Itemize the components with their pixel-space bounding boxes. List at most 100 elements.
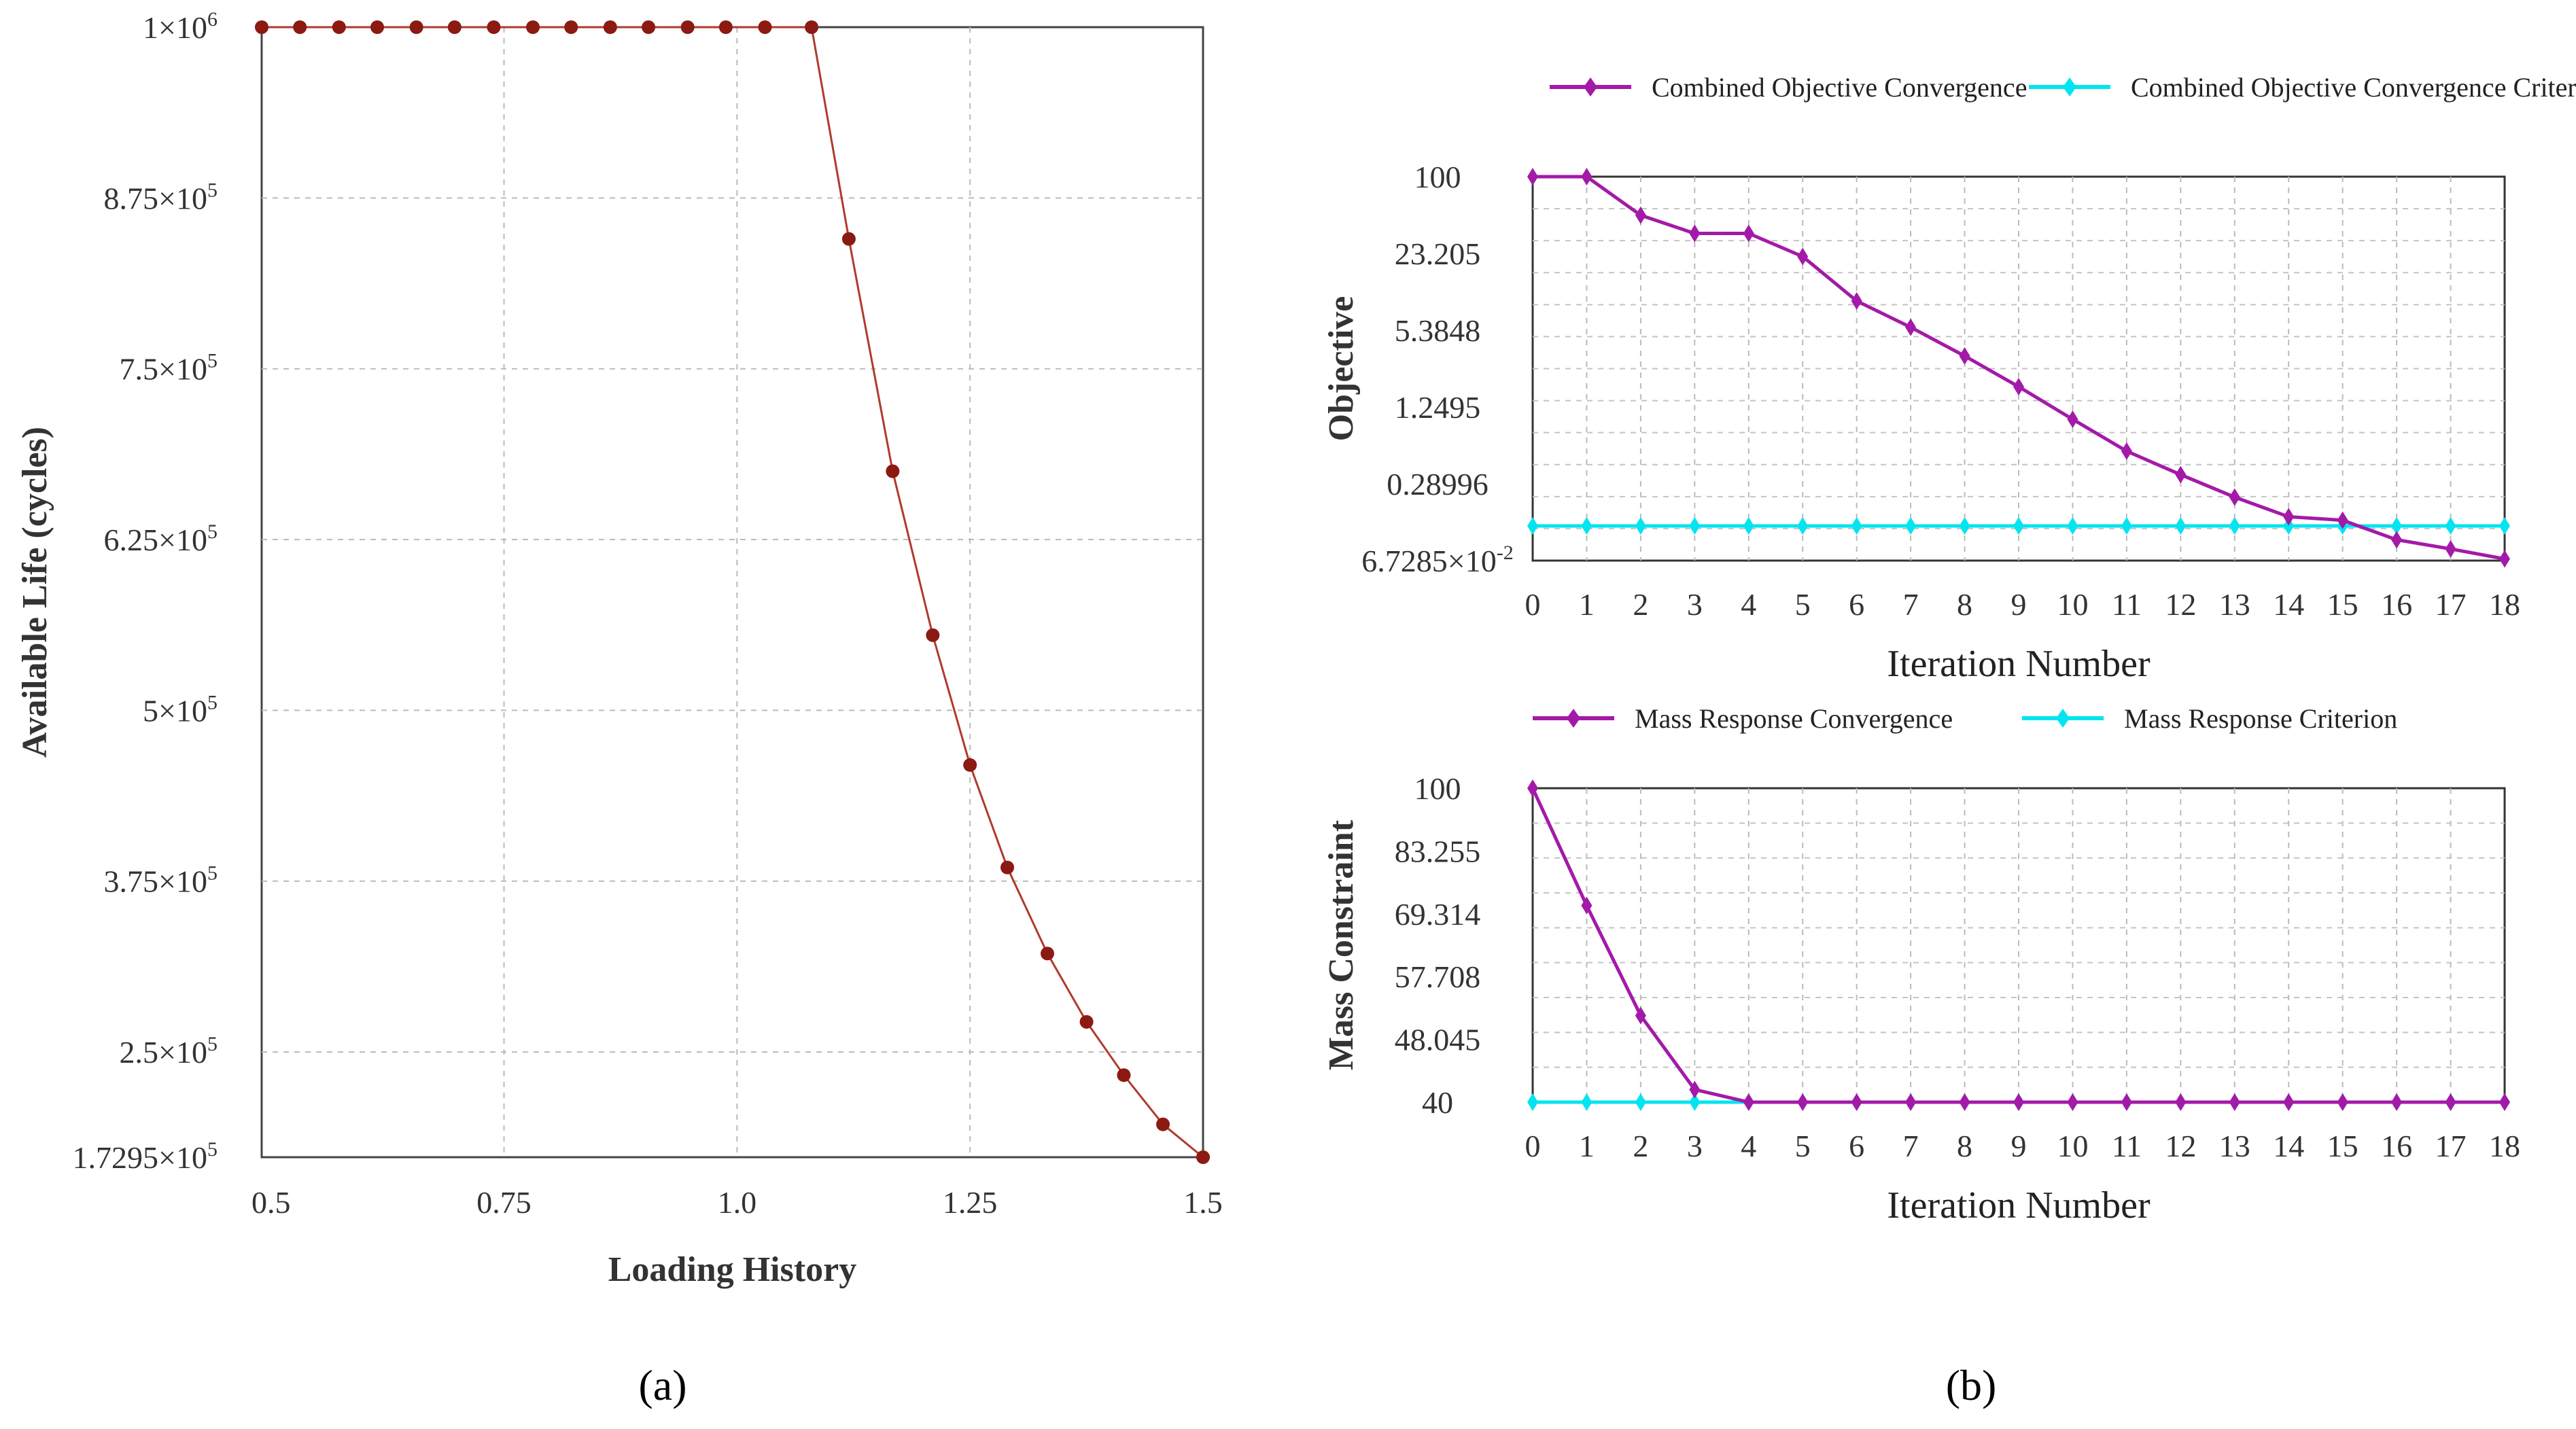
- data-point: [1156, 1117, 1170, 1131]
- data-point: [1797, 247, 1809, 266]
- y-tick-label: 48.045: [1395, 1023, 1481, 1057]
- legend-label: Combined Objective Convergence Criterion: [2131, 72, 2576, 103]
- data-point: [1959, 1093, 1970, 1111]
- data-point: [2391, 531, 2403, 549]
- x-tick-label: 0.5: [251, 1185, 291, 1220]
- x-tick-label: 11: [2112, 587, 2142, 622]
- x-tick-label: 11: [2112, 1129, 2142, 1163]
- x-tick-label: 6: [1849, 1129, 1864, 1163]
- data-point: [603, 20, 617, 34]
- x-tick-label: 14: [2273, 1129, 2304, 1163]
- x-tick-label: 1: [1579, 1129, 1595, 1163]
- data-point: [2499, 517, 2510, 535]
- data-point: [1689, 1080, 1701, 1099]
- y-tick-label: 69.314: [1395, 897, 1481, 932]
- y-tick-label: 2.5×105: [120, 1033, 217, 1070]
- data-point: [255, 20, 268, 34]
- x-axis-title: Loading History: [608, 1250, 857, 1289]
- data-point: [805, 20, 819, 34]
- x-tick-label: 13: [2219, 1129, 2250, 1163]
- legend-marker: [1567, 709, 1580, 728]
- data-point: [718, 20, 733, 34]
- x-axis-title: Iteration Number: [1887, 643, 2151, 685]
- x-tick-label: 5: [1795, 1129, 1811, 1163]
- data-point: [487, 20, 501, 34]
- y-tick-label: 5×105: [143, 691, 217, 728]
- y-tick-label: 3.75×105: [104, 862, 217, 899]
- y-axis-title: Objective: [1322, 296, 1361, 442]
- x-tick-label: 15: [2327, 587, 2359, 622]
- x-tick-label: 1.25: [943, 1185, 998, 1220]
- data-point: [2013, 1093, 2024, 1111]
- x-tick-label: 9: [2011, 587, 2027, 622]
- data-point: [1635, 206, 1646, 224]
- y-tick-label: 5.3848: [1395, 313, 1481, 348]
- panel-label-b: (b): [1946, 1361, 1997, 1409]
- data-point: [1959, 517, 1970, 535]
- data-point: [2445, 1093, 2456, 1111]
- x-tick-label: 8: [1957, 1129, 1972, 1163]
- data-point: [1079, 1015, 1094, 1029]
- y-tick-label: 40: [1422, 1085, 1453, 1120]
- data-point: [1743, 224, 1754, 243]
- x-tick-label: 14: [2273, 587, 2304, 622]
- data-point: [2229, 517, 2240, 535]
- data-point: [2013, 517, 2024, 535]
- data-point: [447, 20, 462, 34]
- y-tick-label: 100: [1414, 771, 1461, 806]
- data-point: [1851, 517, 1862, 535]
- data-point: [1527, 779, 1538, 797]
- data-point: [332, 20, 346, 34]
- data-point: [1527, 517, 1538, 535]
- data-point: [409, 20, 423, 34]
- data-point: [1117, 1068, 1131, 1082]
- x-tick-label: 9: [2011, 1129, 2027, 1163]
- data-point: [1905, 517, 1917, 535]
- data-point: [2121, 1093, 2132, 1111]
- data-point: [1851, 292, 1862, 310]
- data-point: [293, 20, 307, 34]
- legend-marker: [2063, 77, 2076, 96]
- data-point: [1040, 947, 1054, 961]
- y-tick-label: 83.255: [1395, 834, 1481, 868]
- data-point: [2391, 1093, 2403, 1111]
- x-tick-label: 7: [1903, 587, 1919, 622]
- data-point: [1797, 517, 1809, 535]
- chart-b-objective: 0 1 2 3 4 5 6 7 8 9 10 11 12 13 14 15 16 17 1810023.2055.3…: [1322, 72, 2576, 685]
- x-tick-label: 17: [2435, 1129, 2467, 1163]
- data-point: [758, 20, 772, 34]
- data-point: [370, 20, 385, 34]
- legend-label: Mass Response Convergence: [1635, 703, 1953, 734]
- y-tick-label: 100: [1414, 160, 1461, 194]
- data-point: [1797, 1093, 1809, 1111]
- data-point: [1635, 517, 1646, 535]
- data-point: [1959, 347, 1970, 365]
- data-point: [2229, 488, 2240, 506]
- x-tick-label: 2: [1633, 587, 1648, 622]
- x-tick-label: 8: [1957, 587, 1972, 622]
- y-axis-title: Available Life (cycles): [16, 427, 54, 758]
- y-tick-label: 0.28996: [1387, 467, 1489, 501]
- y-tick-label: 6.7285×10-2: [1361, 542, 1513, 578]
- legend-marker: [1584, 77, 1597, 96]
- data-point: [2067, 410, 2078, 429]
- data-point: [2445, 517, 2456, 535]
- x-axis-title: Iteration Number: [1887, 1184, 2151, 1227]
- data-point: [2175, 1093, 2187, 1111]
- data-point: [1000, 860, 1015, 875]
- data-point: [1905, 318, 1917, 336]
- data-point: [841, 232, 856, 246]
- data-point: [2283, 1093, 2295, 1111]
- data-point: [1527, 168, 1538, 186]
- data-point: [1527, 1093, 1538, 1111]
- data-point: [2391, 517, 2403, 535]
- data-point: [1581, 517, 1592, 535]
- x-tick-label: 15: [2327, 1129, 2359, 1163]
- legend-label: Mass Response Criterion: [2124, 703, 2397, 734]
- data-point: [526, 20, 540, 34]
- y-tick-label: 7.5×105: [120, 350, 217, 387]
- data-point: [963, 758, 977, 772]
- data-point: [1581, 896, 1592, 915]
- data-point: [2121, 442, 2132, 460]
